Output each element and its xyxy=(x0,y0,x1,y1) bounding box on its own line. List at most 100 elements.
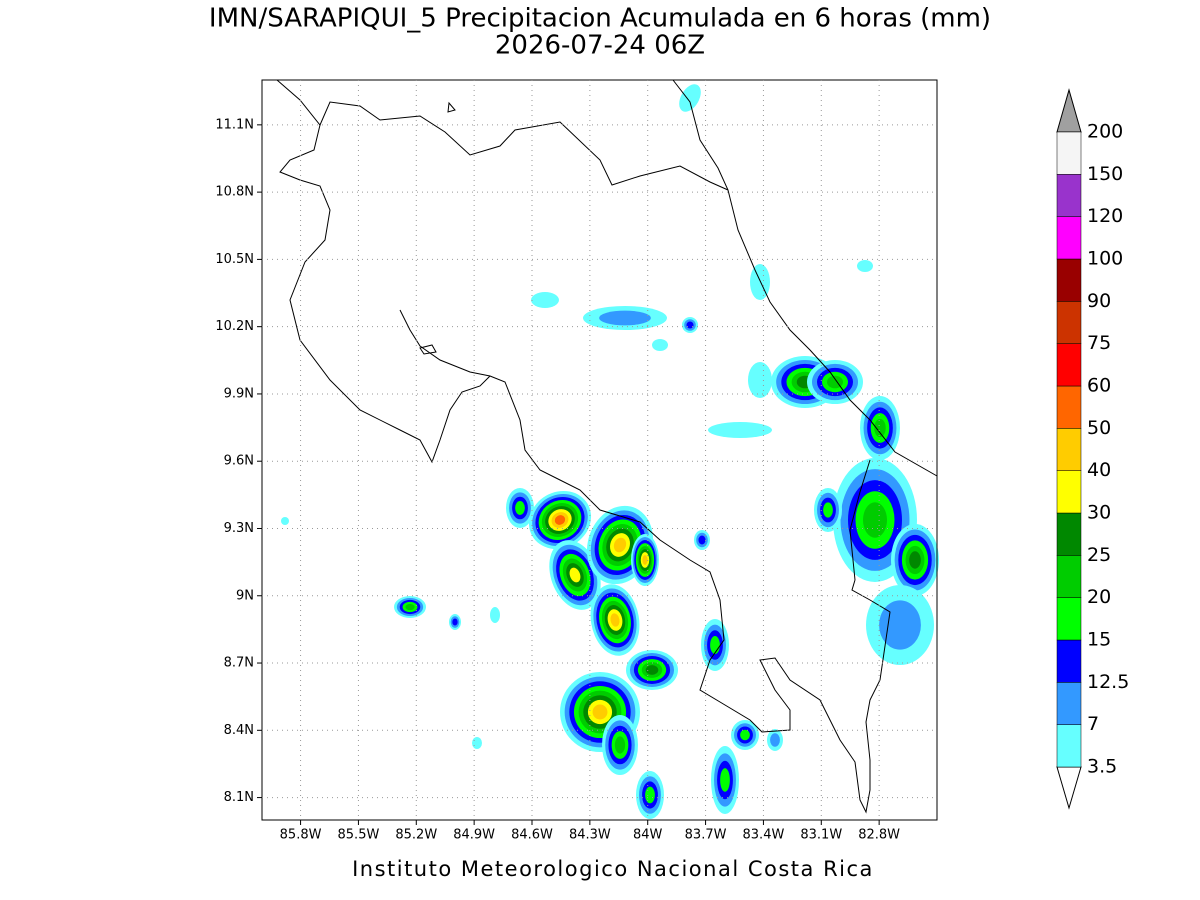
x-tick-label: 85.2W xyxy=(395,828,437,843)
colorbar-label: 25 xyxy=(1087,544,1111,566)
nicoya-gulf xyxy=(399,309,491,377)
rain-contour xyxy=(405,603,415,611)
rain-contour xyxy=(531,292,559,308)
colorbar-label: 120 xyxy=(1087,205,1123,227)
colorbar-box xyxy=(1056,131,1082,175)
y-tick-label: 10.5N xyxy=(215,252,254,267)
rain-contour xyxy=(569,567,581,583)
precipitation-layer xyxy=(281,84,939,819)
rain-contour xyxy=(645,665,659,675)
rain-contour xyxy=(645,786,655,804)
colorbar-box xyxy=(1056,682,1082,725)
y-tick-label: 9.6N xyxy=(224,454,254,469)
rain-contour xyxy=(698,535,706,545)
colorbar-box xyxy=(1056,301,1082,344)
y-tick-label: 11.1N xyxy=(215,117,254,132)
y-tick-label: 10.8N xyxy=(215,185,254,200)
rain-contour xyxy=(686,321,694,329)
nicaragua-border xyxy=(276,79,729,191)
footer: Instituto Meteorologico Nacional Costa R… xyxy=(352,857,874,881)
rain-contour xyxy=(592,704,608,720)
rain-contour xyxy=(515,501,525,515)
colorbar-label: 100 xyxy=(1087,248,1123,270)
y-tick-label: 8.7N xyxy=(224,656,254,671)
colorbar-label: 50 xyxy=(1087,417,1111,439)
y-tick-label: 8.1N xyxy=(224,790,254,805)
colorbar-under xyxy=(1056,766,1082,810)
colorbar-label: 7 xyxy=(1087,713,1099,735)
rain-contour xyxy=(823,502,833,518)
rain-contour xyxy=(679,84,701,112)
rain-contour xyxy=(909,551,921,569)
x-tick-label: 85.8W xyxy=(280,828,322,843)
x-tick-label: 83.1W xyxy=(800,828,842,843)
colorbar-box xyxy=(1056,428,1082,471)
colorbar-over xyxy=(1056,88,1082,133)
colorbar-label: 150 xyxy=(1087,163,1123,185)
rain-contour xyxy=(610,613,620,627)
colorbar-label: 60 xyxy=(1087,375,1111,397)
colorbar-label: 15 xyxy=(1087,629,1111,651)
rain-contour xyxy=(710,635,720,655)
colorbar-box xyxy=(1056,258,1082,302)
island xyxy=(447,101,456,113)
x-tick-label: 84.9W xyxy=(453,828,495,843)
rain-contour xyxy=(490,607,500,623)
colorbar-box xyxy=(1056,470,1082,514)
rain-contour xyxy=(740,729,750,741)
x-tick-label: 83.7W xyxy=(685,828,727,843)
island xyxy=(419,344,437,355)
rain-contour xyxy=(874,418,886,438)
chart-subtitle: 2026-07-24 06Z xyxy=(495,31,705,61)
colorbar-label: 3.5 xyxy=(1087,756,1117,778)
rain-contour xyxy=(642,555,648,565)
rain-contour xyxy=(748,362,772,398)
colorbar-label: 30 xyxy=(1087,502,1111,524)
colorbar-box xyxy=(1056,385,1082,429)
y-tick-label: 9.9N xyxy=(224,386,254,401)
rain-contour xyxy=(863,502,887,538)
panama-border xyxy=(849,459,871,581)
map-frame xyxy=(261,79,938,821)
rain-contour xyxy=(708,422,772,438)
y-tick-label: 8.4N xyxy=(224,723,254,738)
y-tick-label: 9.3N xyxy=(224,521,254,536)
x-tick-label: 84.6W xyxy=(511,828,553,843)
colorbar-label: 200 xyxy=(1087,121,1123,143)
colorbar-box xyxy=(1056,216,1082,260)
colorbar-label: 12.5 xyxy=(1087,671,1129,693)
x-tick-label: 82.8W xyxy=(858,828,900,843)
colorbar-box xyxy=(1056,724,1082,768)
rain-contour xyxy=(613,537,627,553)
x-tick-label: 84.3W xyxy=(569,828,611,843)
colorbar-label: 90 xyxy=(1087,290,1111,312)
x-tick-label: 85.5W xyxy=(338,828,380,843)
caribbean-coast xyxy=(672,79,938,477)
colorbar-label: 20 xyxy=(1087,586,1111,608)
y-tick-label: 9N xyxy=(236,588,254,603)
rain-contour xyxy=(720,768,730,792)
pacific-coast xyxy=(279,124,891,814)
y-tick-label: 10.2N xyxy=(215,319,254,334)
rain-contour xyxy=(554,515,566,525)
colorbar-label: 75 xyxy=(1087,332,1111,354)
colorbar-box xyxy=(1056,639,1082,683)
colorbar-box xyxy=(1056,512,1082,556)
rain-contour xyxy=(452,618,458,626)
rain-contour xyxy=(281,517,289,525)
colorbar-box xyxy=(1056,174,1082,217)
colorbar-box xyxy=(1056,343,1082,387)
rain-contour xyxy=(770,733,780,747)
chart-title: IMN/SARAPIQUI_5 Precipitacion Acumulada … xyxy=(209,4,991,34)
x-tick-label: 83.4W xyxy=(743,828,785,843)
colorbar-box xyxy=(1056,555,1082,598)
x-tick-label: 84W xyxy=(633,828,663,843)
rain-contour xyxy=(599,310,651,326)
colorbar-box xyxy=(1056,597,1082,641)
rain-contour xyxy=(472,737,482,749)
rain-contour xyxy=(652,339,668,351)
rain-contour xyxy=(857,260,873,272)
colorbar-label: 40 xyxy=(1087,459,1111,481)
rain-contour xyxy=(614,736,626,754)
